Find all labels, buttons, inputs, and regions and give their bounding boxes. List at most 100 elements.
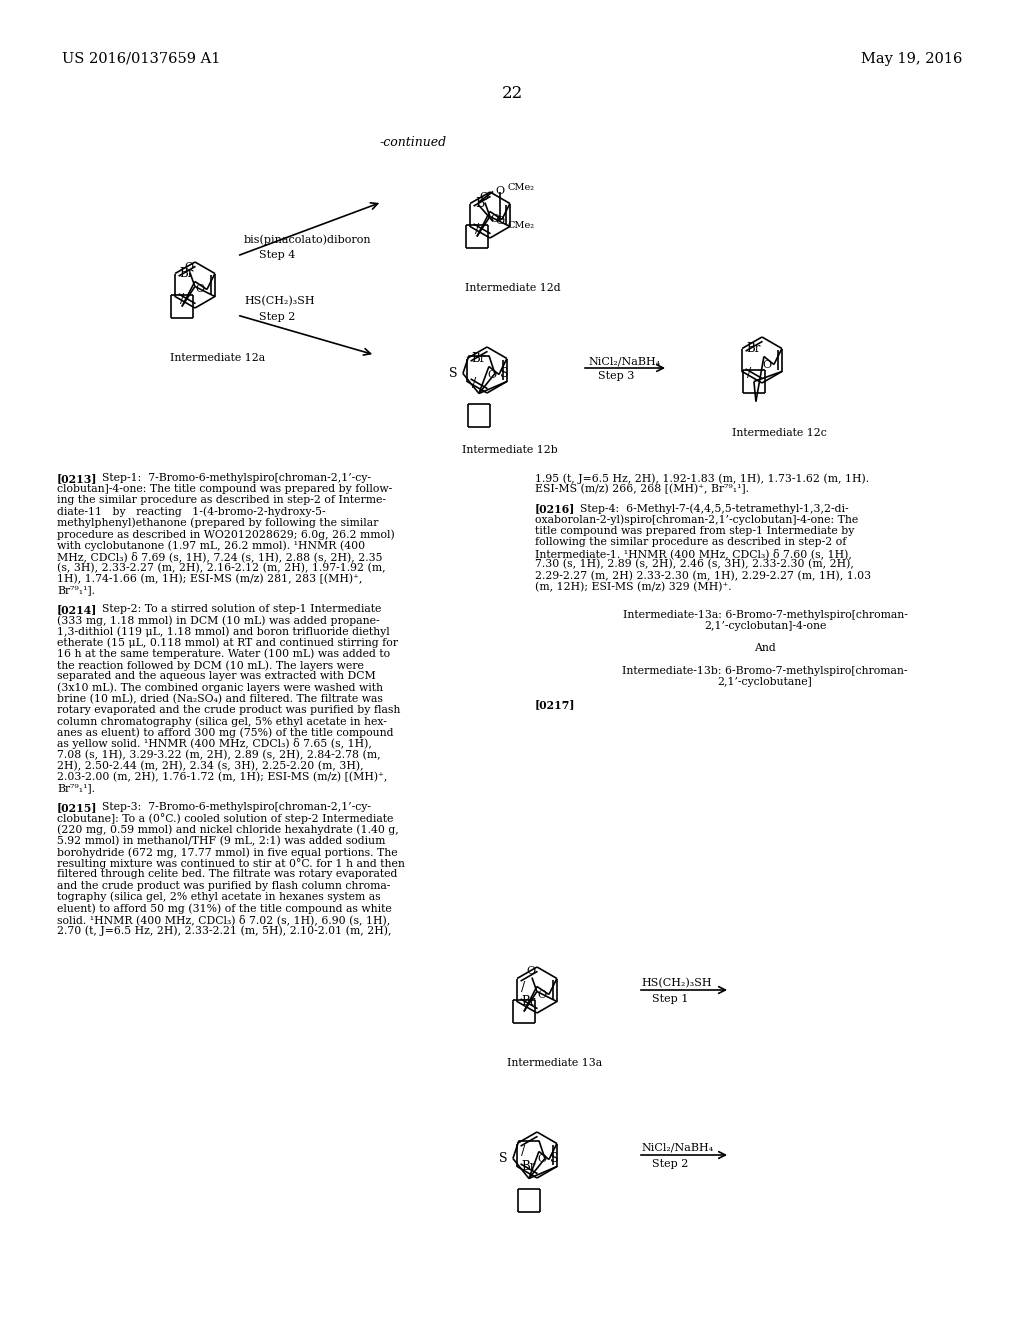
Text: 2.03-2.00 (m, 2H), 1.76-1.72 (m, 1H); ESI-MS (m/z) [(MH)⁺,: 2.03-2.00 (m, 2H), 1.76-1.72 (m, 1H); ES… [57, 772, 387, 783]
Text: (3x10 mL). The combined organic layers were washed with: (3x10 mL). The combined organic layers w… [57, 682, 383, 693]
Text: 5.92 mmol) in methanol/THF (9 mL, 2:1) was added sodium: 5.92 mmol) in methanol/THF (9 mL, 2:1) w… [57, 836, 385, 846]
Text: Step-3:  7-Bromo-6-methylspiro[chroman-2,1’-cy-: Step-3: 7-Bromo-6-methylspiro[chroman-2,… [102, 803, 371, 812]
Text: separated and the aqueous layer was extracted with DCM: separated and the aqueous layer was extr… [57, 672, 376, 681]
Text: B: B [475, 197, 484, 210]
Text: Intermediate 12d: Intermediate 12d [465, 282, 560, 293]
Text: 2.29-2.27 (m, 2H) 2.33-2.30 (m, 1H), 2.29-2.27 (m, 1H), 1.03: 2.29-2.27 (m, 2H) 2.33-2.30 (m, 1H), 2.2… [535, 570, 871, 581]
Text: -continued: -continued [380, 136, 446, 149]
Text: 2H), 2.50-2.44 (m, 2H), 2.34 (s, 3H), 2.25-2.20 (m, 3H),: 2H), 2.50-2.44 (m, 2H), 2.34 (s, 3H), 2.… [57, 760, 364, 771]
Text: [0217]: [0217] [535, 700, 575, 710]
Text: and the crude product was purified by flash column chroma-: and the crude product was purified by fl… [57, 880, 390, 891]
Text: [0213]: [0213] [57, 473, 97, 484]
Text: 16 h at the same temperature. Water (100 mL) was added to: 16 h at the same temperature. Water (100… [57, 649, 390, 660]
Text: filtered through celite bed. The filtrate was rotary evaporated: filtered through celite bed. The filtrat… [57, 870, 397, 879]
Text: anes as eluent) to afford 300 mg (75%) of the title compound: anes as eluent) to afford 300 mg (75%) o… [57, 727, 393, 738]
Text: 2.70 (t, J=6.5 Hz, 2H), 2.33-2.21 (m, 5H), 2.10-2.01 (m, 2H),: 2.70 (t, J=6.5 Hz, 2H), 2.33-2.21 (m, 5H… [57, 925, 391, 936]
Text: S: S [500, 367, 509, 380]
Text: etherate (15 μL, 0.118 mmol) at RT and continued stirring for: etherate (15 μL, 0.118 mmol) at RT and c… [57, 638, 398, 648]
Text: (220 mg, 0.59 mmol) and nickel chloride hexahydrate (1.40 g,: (220 mg, 0.59 mmol) and nickel chloride … [57, 825, 398, 836]
Text: resulting mixture was continued to stir at 0°C. for 1 h and then: resulting mixture was continued to stir … [57, 858, 404, 869]
Text: /: / [180, 293, 184, 305]
Text: /: / [475, 223, 479, 235]
Text: Br: Br [179, 267, 194, 280]
Text: clobutane]: To a (0°C.) cooled solution of step-2 Intermediate: clobutane]: To a (0°C.) cooled solution … [57, 813, 393, 825]
Text: S: S [450, 367, 458, 380]
Text: US 2016/0137659 A1: US 2016/0137659 A1 [62, 51, 220, 66]
Text: May 19, 2016: May 19, 2016 [860, 51, 962, 66]
Text: 7.08 (s, 1H), 3.29-3.22 (m, 2H), 2.89 (s, 2H), 2.84-2.78 (m,: 7.08 (s, 1H), 3.29-3.22 (m, 2H), 2.89 (s… [57, 750, 381, 760]
Text: S: S [500, 1152, 508, 1166]
Text: Step 1: Step 1 [652, 994, 688, 1005]
Text: tography (silica gel, 2% ethyl acetate in hexanes system as: tography (silica gel, 2% ethyl acetate i… [57, 892, 381, 903]
Text: ing the similar procedure as described in step-2 of Interme-: ing the similar procedure as described i… [57, 495, 386, 506]
Text: (m, 12H); ESI-MS (m/z) 329 (MH)⁺.: (m, 12H); ESI-MS (m/z) 329 (MH)⁺. [535, 582, 731, 591]
Text: as yellow solid. ¹HNMR (400 MHz, CDCl₃) δ 7.65 (s, 1H),: as yellow solid. ¹HNMR (400 MHz, CDCl₃) … [57, 738, 372, 750]
Text: following the similar procedure as described in step-2 of: following the similar procedure as descr… [535, 537, 847, 546]
Text: (s, 3H), 2.33-2.27 (m, 2H), 2.16-2.12 (m, 2H), 1.97-1.92 (m,: (s, 3H), 2.33-2.27 (m, 2H), 2.16-2.12 (m… [57, 562, 386, 573]
Text: Br⁷⁹₁¹].: Br⁷⁹₁¹]. [57, 783, 95, 793]
Text: Step 4: Step 4 [259, 249, 295, 260]
Text: borohydride (672 mg, 17.77 mmol) in five equal portions. The: borohydride (672 mg, 17.77 mmol) in five… [57, 847, 397, 858]
Text: O: O [538, 990, 547, 999]
Text: solid. ¹HNMR (400 MHz, CDCl₃) δ 7.02 (s, 1H), 6.90 (s, 1H),: solid. ¹HNMR (400 MHz, CDCl₃) δ 7.02 (s,… [57, 915, 390, 925]
Text: Step-1:  7-Bromo-6-methylspiro[chroman-2,1’-cy-: Step-1: 7-Bromo-6-methylspiro[chroman-2,… [102, 473, 371, 483]
Text: methylphenyl)ethanone (prepared by following the similar: methylphenyl)ethanone (prepared by follo… [57, 517, 379, 528]
Text: /: / [521, 981, 525, 994]
Text: HS(CH₂)₃SH: HS(CH₂)₃SH [244, 296, 314, 306]
Text: Br: Br [746, 342, 761, 355]
Text: CMe₂: CMe₂ [507, 220, 535, 230]
Text: column chromatography (silica gel, 5% ethyl acetate in hex-: column chromatography (silica gel, 5% et… [57, 715, 387, 726]
Text: [0216]: [0216] [535, 503, 575, 515]
Text: O: O [526, 966, 536, 977]
Text: diate-11   by   reacting   1-(4-bromo-2-hydroxy-5-: diate-11 by reacting 1-(4-bromo-2-hydrox… [57, 507, 326, 517]
Text: Intermediate 12b: Intermediate 12b [462, 445, 558, 455]
Text: And: And [754, 643, 776, 653]
Text: the reaction followed by DCM (10 mL). The layers were: the reaction followed by DCM (10 mL). Th… [57, 660, 364, 671]
Text: 2,1’-cyclobutan]-4-one: 2,1’-cyclobutan]-4-one [703, 620, 826, 631]
Text: S: S [550, 1152, 558, 1166]
Text: [0214]: [0214] [57, 605, 97, 615]
Text: 2,1’-cyclobutane]: 2,1’-cyclobutane] [718, 677, 812, 686]
Text: procedure as described in WO2012028629; 6.0g, 26.2 mmol): procedure as described in WO2012028629; … [57, 529, 394, 540]
Text: brine (10 mL), dried (Na₂SO₄) and filtered. The filtrate was: brine (10 mL), dried (Na₂SO₄) and filter… [57, 693, 383, 704]
Text: with cyclobutanone (1.97 mL, 26.2 mmol). ¹HNMR (400: with cyclobutanone (1.97 mL, 26.2 mmol).… [57, 540, 366, 550]
Text: Br: Br [521, 1160, 536, 1173]
Text: Step 3: Step 3 [598, 371, 635, 381]
Text: Step-4:  6-Methyl-7-(4,4,5,5-tetramethyl-1,3,2-di-: Step-4: 6-Methyl-7-(4,4,5,5-tetramethyl-… [580, 503, 849, 513]
Text: O: O [196, 285, 205, 294]
Text: Step 2: Step 2 [259, 312, 295, 322]
Text: NiCl₂/NaBH₄: NiCl₂/NaBH₄ [641, 1143, 714, 1152]
Text: O: O [479, 191, 488, 202]
Text: Intermediate-1. ¹HNMR (400 MHz, CDCl₃) δ 7.60 (s, 1H),: Intermediate-1. ¹HNMR (400 MHz, CDCl₃) δ… [535, 548, 852, 558]
Text: Intermediate 13a: Intermediate 13a [507, 1059, 602, 1068]
Text: Intermediate-13a: 6-Bromo-7-methylspiro[chroman-: Intermediate-13a: 6-Bromo-7-methylspiro[… [623, 610, 907, 619]
Text: Br⁷⁹₁¹].: Br⁷⁹₁¹]. [57, 585, 95, 595]
Text: oxaborolan-2-yl)spiro[chroman-2,1’-cyclobutan]-4-one: The: oxaborolan-2-yl)spiro[chroman-2,1’-cyclo… [535, 515, 858, 525]
Text: O: O [184, 261, 194, 272]
Text: O: O [495, 186, 504, 197]
Text: title compound was prepared from step-1 Intermediate by: title compound was prepared from step-1 … [535, 525, 854, 536]
Text: Intermediate-13b: 6-Bromo-7-methylspiro[chroman-: Intermediate-13b: 6-Bromo-7-methylspiro[… [623, 665, 907, 676]
Text: Br: Br [471, 352, 485, 366]
Text: O: O [495, 216, 504, 227]
Text: Br: Br [521, 995, 536, 1008]
Text: O: O [490, 214, 500, 224]
Text: Intermediate 12a: Intermediate 12a [170, 352, 265, 363]
Text: MHz, CDCl₃) δ 7.69 (s, 1H), 7.24 (s, 1H), 2.88 (s, 2H), 2.35: MHz, CDCl₃) δ 7.69 (s, 1H), 7.24 (s, 1H)… [57, 552, 383, 562]
Text: CMe₂: CMe₂ [507, 183, 535, 191]
Text: ESI-MS (m/z) 266, 268 [(MH)⁺, Br⁷⁹₁¹].: ESI-MS (m/z) 266, 268 [(MH)⁺, Br⁷⁹₁¹]. [535, 484, 749, 495]
Text: 7.30 (s, 1H), 2.89 (s, 2H), 2.46 (s, 3H), 2.33-2.30 (m, 2H),: 7.30 (s, 1H), 2.89 (s, 2H), 2.46 (s, 3H)… [535, 560, 854, 570]
Text: Step 2: Step 2 [652, 1159, 688, 1170]
Text: /: / [748, 367, 752, 380]
Text: eluent) to afford 50 mg (31%) of the title compound as white: eluent) to afford 50 mg (31%) of the tit… [57, 903, 392, 913]
Text: O: O [487, 370, 497, 380]
Text: (333 mg, 1.18 mmol) in DCM (10 mL) was added propane-: (333 mg, 1.18 mmol) in DCM (10 mL) was a… [57, 615, 380, 626]
Text: 1H), 1.74-1.66 (m, 1H); ESI-MS (m/z) 281, 283 [(MH)⁺,: 1H), 1.74-1.66 (m, 1H); ESI-MS (m/z) 281… [57, 574, 362, 585]
Text: clobutan]-4-one: The title compound was prepared by follow-: clobutan]-4-one: The title compound was … [57, 484, 392, 494]
Text: /: / [472, 378, 476, 391]
Text: Intermediate 12c: Intermediate 12c [732, 428, 826, 438]
Text: bis(pinacolato)diboron: bis(pinacolato)diboron [244, 234, 372, 244]
Text: /: / [521, 1146, 525, 1159]
Text: HS(CH₂)₃SH: HS(CH₂)₃SH [641, 978, 712, 989]
Text: O: O [538, 1155, 547, 1164]
